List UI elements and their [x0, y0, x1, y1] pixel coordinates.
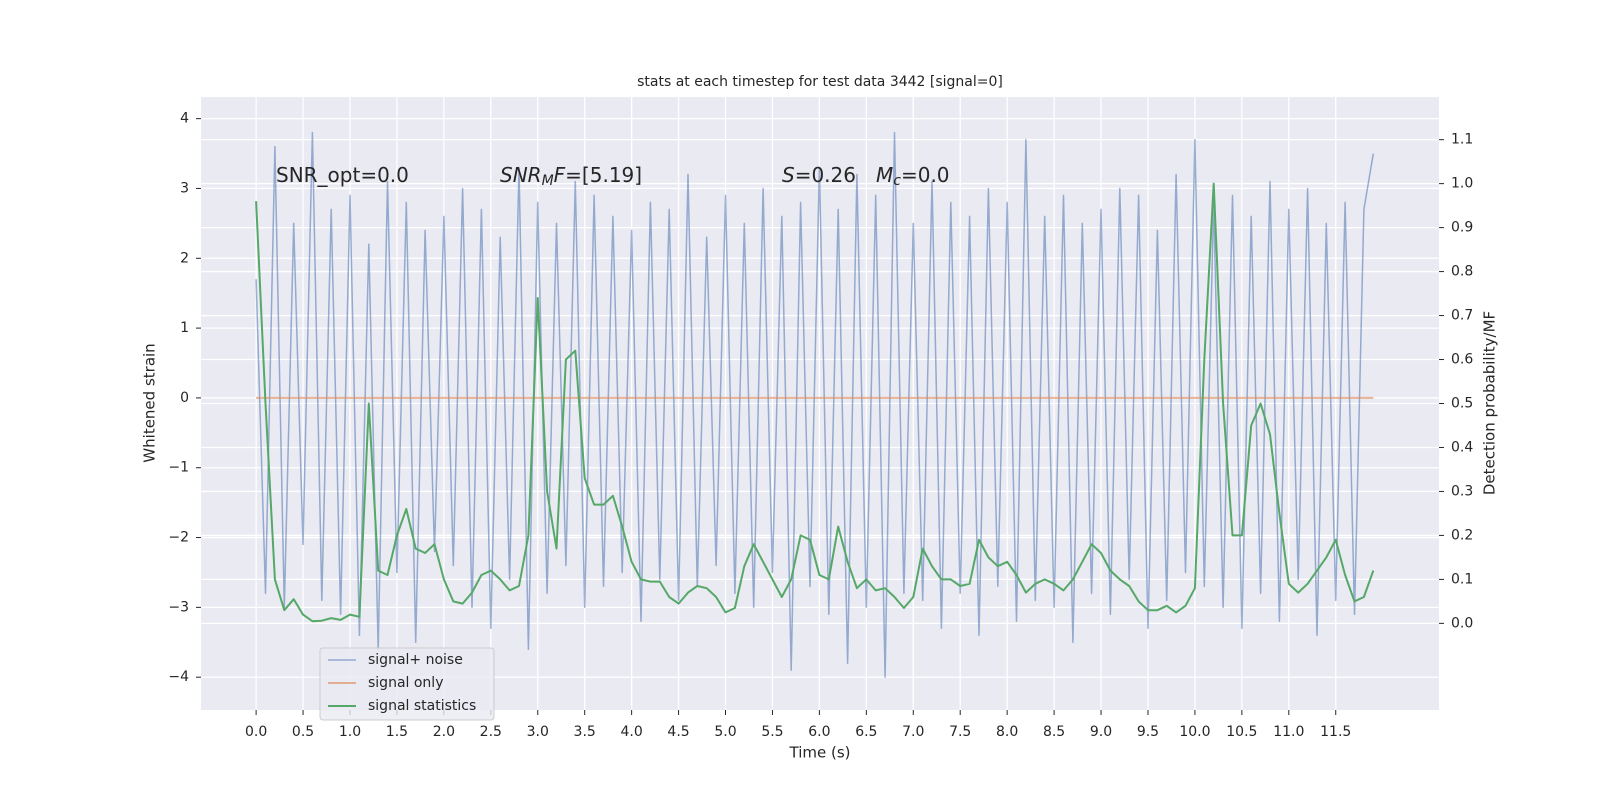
x-axis-label: Time (s) — [789, 744, 851, 762]
y2-axis-label: Detection probability/MF — [1481, 311, 1499, 495]
x-tick-label: 3.0 — [527, 724, 549, 740]
series-line — [255, 131, 1375, 678]
x-tick-label: 7.0 — [902, 724, 924, 740]
annotation-part: =[5.19] — [565, 163, 642, 187]
y-tick-label: 2 — [180, 250, 189, 266]
y-tick-label: −3 — [168, 599, 189, 615]
y2-tick-label: 1.1 — [1451, 132, 1473, 148]
y-tick-label: −4 — [168, 669, 189, 685]
y2-tick-label: 0.8 — [1451, 264, 1473, 280]
x-tick-label: 9.0 — [1090, 724, 1112, 740]
x-tick-label: 11.5 — [1320, 724, 1351, 740]
y2-tick-label: 0.2 — [1451, 527, 1473, 543]
x-tick-label: 5.5 — [761, 724, 783, 740]
legend-label: signal only — [368, 675, 443, 691]
y-tick-label: 3 — [180, 180, 189, 196]
x-tick-label: 4.0 — [620, 724, 642, 740]
y-tick-label: 1 — [180, 320, 189, 336]
annotation-part: =0.26 — [795, 163, 856, 187]
x-tick-label: 5.0 — [714, 724, 736, 740]
x-tick-label: 4.5 — [667, 724, 689, 740]
x-tick-label: 2.0 — [433, 724, 455, 740]
legend-box — [319, 647, 495, 721]
x-tick-label: 3.5 — [574, 724, 596, 740]
annotation-part: c — [893, 173, 901, 189]
y2-tick-label: 0.7 — [1451, 308, 1473, 324]
annotation-part: SNR — [500, 163, 542, 187]
annotation-part: F — [554, 163, 566, 187]
y2-tick-label: 0.3 — [1451, 483, 1473, 499]
x-tick-label: 9.5 — [1137, 724, 1159, 740]
annotation: SNR_opt=0.0 — [276, 163, 409, 187]
y2-tick-label: 0.0 — [1451, 615, 1473, 631]
y-axis-label: Whitened strain — [141, 343, 159, 462]
x-tick-label: 1.0 — [339, 724, 361, 740]
y2-tick-label: 0.5 — [1451, 396, 1473, 412]
annotation: SNRMF=[5.19] — [500, 163, 642, 190]
series-line — [255, 182, 1375, 623]
y2-tick-label: 0.6 — [1451, 352, 1473, 368]
legend-label: signal+ noise — [368, 652, 463, 668]
y2-tick-label: 1.0 — [1451, 176, 1473, 192]
x-tick-label: 8.5 — [1043, 724, 1065, 740]
x-tick-label: 10.0 — [1179, 724, 1210, 740]
y2-tick-label: 0.9 — [1451, 220, 1473, 236]
annotation-part: M — [876, 163, 893, 187]
x-tick-label: 10.5 — [1226, 724, 1257, 740]
annotation: S=0.26 — [782, 163, 856, 187]
x-tick-label: 7.5 — [949, 724, 971, 740]
x-tick-label: 11.0 — [1273, 724, 1304, 740]
annotation-part: SNR_opt=0.0 — [276, 163, 409, 187]
x-tick-label: 0.5 — [292, 724, 314, 740]
y-tick-label: −2 — [168, 530, 189, 546]
x-tick-label: 8.0 — [996, 724, 1018, 740]
y2-tick-label: 0.1 — [1451, 571, 1473, 587]
legend-label: signal statistics — [368, 698, 476, 714]
annotation: Mc=0.0 — [876, 163, 950, 190]
chart-title: stats at each timestep for test data 344… — [637, 74, 1003, 90]
y-tick-label: 4 — [180, 111, 189, 127]
annotation-part: S — [782, 163, 795, 187]
y-tick-label: 0 — [180, 390, 189, 406]
annotation-part: =0.0 — [901, 163, 950, 187]
y2-tick-label: 0.4 — [1451, 439, 1473, 455]
x-tick-label: 0.0 — [245, 724, 267, 740]
x-tick-label: 6.5 — [855, 724, 877, 740]
x-tick-label: 1.5 — [386, 724, 408, 740]
annotation-part: M — [542, 173, 554, 189]
x-tick-label: 2.5 — [480, 724, 502, 740]
y-tick-label: −1 — [168, 460, 189, 476]
x-tick-label: 6.0 — [808, 724, 830, 740]
